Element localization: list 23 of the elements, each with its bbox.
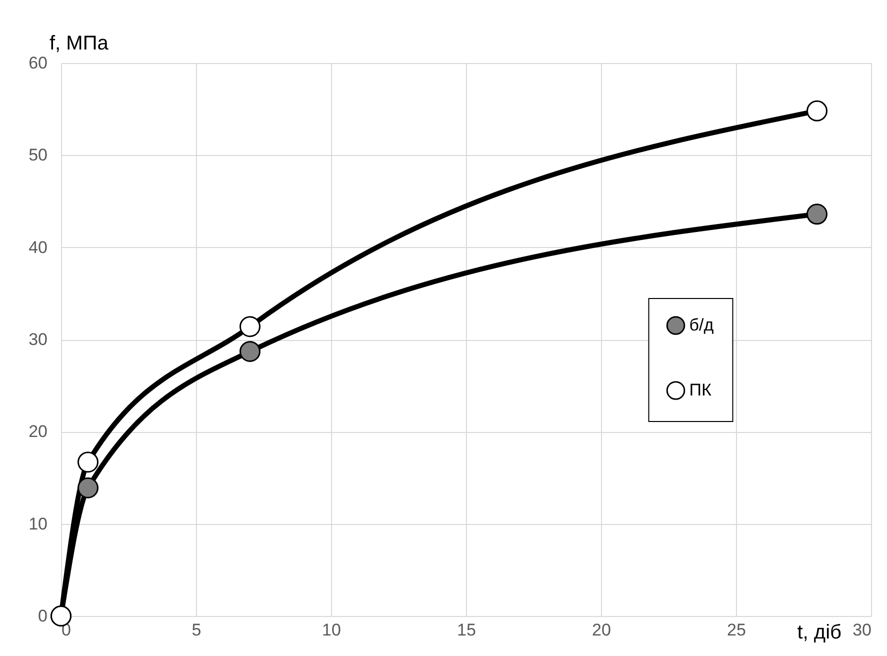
y-tick-label: 60	[28, 54, 48, 72]
y-tick-label: 50	[28, 146, 48, 165]
point	[78, 452, 98, 473]
y-tick-label: 40	[28, 238, 48, 257]
point	[240, 341, 260, 362]
y-axis-title: f, МПа	[50, 32, 110, 54]
legend-label: б/д	[689, 316, 714, 335]
x-tick-label: 15	[457, 620, 476, 640]
x-tick-label: 30	[852, 620, 872, 640]
y-tick-label: 20	[28, 422, 48, 442]
x-axis-title: t, діб	[797, 622, 842, 644]
y-tick-label: 30	[28, 330, 48, 349]
point	[78, 477, 98, 498]
point	[806, 100, 828, 122]
y-tick-label: 0	[38, 606, 48, 626]
x-tick-label: 20	[592, 620, 611, 640]
point	[806, 204, 828, 225]
x-tick-label: 10	[322, 620, 341, 640]
x-tick-label: 5	[192, 620, 202, 640]
legend-label: ПК	[689, 380, 712, 400]
point	[240, 316, 260, 338]
x-tick-label: 25	[727, 620, 746, 640]
y-tick-label: 10	[28, 514, 48, 534]
